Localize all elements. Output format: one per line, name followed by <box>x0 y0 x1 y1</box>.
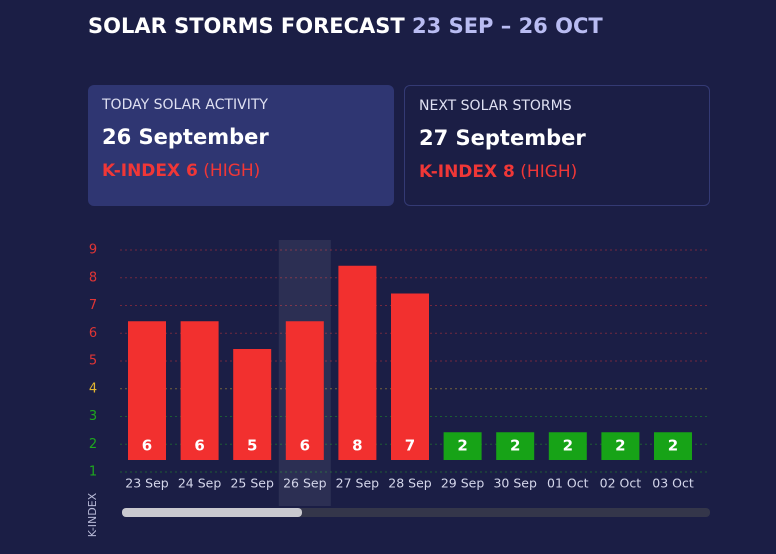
x-tick-label: 01 Oct <box>547 476 589 491</box>
value-label: 2 <box>668 437 678 455</box>
value-label: 2 <box>563 437 573 455</box>
card-date: 27 September <box>419 126 586 150</box>
y-tick-label: 9 <box>89 243 97 258</box>
next-card[interactable]: NEXT SOLAR STORMS 27 September K-INDEX 8… <box>404 85 710 206</box>
bar <box>128 321 166 460</box>
card-kindex: K-INDEX 8 (HIGH) <box>419 162 695 182</box>
bar <box>443 432 482 460</box>
value-label: 2 <box>457 437 467 455</box>
bar <box>391 293 429 460</box>
x-tick-label: 25 Sep <box>230 476 274 491</box>
x-tick-label: 23 Sep <box>125 476 169 491</box>
value-label: 5 <box>247 437 257 455</box>
card-date: 26 September <box>102 125 269 149</box>
level: (HIGH) <box>203 161 261 181</box>
card-kindex: K-INDEX 6 (HIGH) <box>102 161 380 181</box>
x-tick-label: 29 Sep <box>441 476 485 491</box>
value-label: 8 <box>352 437 362 455</box>
x-tick-label: 28 Sep <box>388 476 432 491</box>
bar <box>496 432 535 460</box>
y-tick-label: 3 <box>89 409 97 424</box>
y-tick-label: 1 <box>89 465 97 480</box>
y-tick-label: 8 <box>89 270 97 285</box>
x-tick-label: 03 Oct <box>652 476 694 491</box>
card-label: NEXT SOLAR STORMS <box>419 98 572 114</box>
x-tick-label: 26 Sep <box>283 476 327 491</box>
y-tick-label: 5 <box>89 354 97 369</box>
y-tick-label: 7 <box>89 298 97 313</box>
level: (HIGH) <box>520 162 578 182</box>
value-label: 6 <box>142 437 152 455</box>
y-tick-label: 6 <box>89 326 97 341</box>
value-label: 7 <box>405 437 415 455</box>
y-tick-label: 4 <box>89 381 97 396</box>
bar <box>285 321 324 460</box>
k-index: K-INDEX 6 <box>102 161 198 181</box>
x-tick-label: 27 Sep <box>336 476 380 491</box>
k-index: K-INDEX 8 <box>419 162 515 182</box>
y-tick-label: 2 <box>89 437 97 452</box>
card-label: TODAY SOLAR ACTIVITY <box>102 97 268 113</box>
date-range: 23 SEP – 26 OCT <box>412 14 603 38</box>
bar <box>233 349 272 460</box>
value-label: 6 <box>300 437 310 455</box>
x-tick-label: 24 Sep <box>178 476 222 491</box>
value-label: 2 <box>510 437 520 455</box>
x-tick-label: 02 Oct <box>600 476 642 491</box>
title: SOLAR STORMS FORECAST 23 SEP – 26 OCT <box>88 14 603 38</box>
value-label: 2 <box>615 437 625 455</box>
bar <box>548 432 587 460</box>
value-label: 6 <box>194 437 204 455</box>
x-tick-label: 30 Sep <box>493 476 537 491</box>
bar <box>601 432 640 460</box>
bar <box>338 265 377 460</box>
bar <box>654 432 692 460</box>
y-axis-label: K-INDEX <box>86 492 99 537</box>
scrollbar-thumb[interactable] <box>122 508 302 517</box>
title-text: SOLAR STORMS FORECAST <box>88 14 405 38</box>
bar <box>180 321 219 460</box>
today-card[interactable]: TODAY SOLAR ACTIVITY 26 September K-INDE… <box>88 85 394 206</box>
